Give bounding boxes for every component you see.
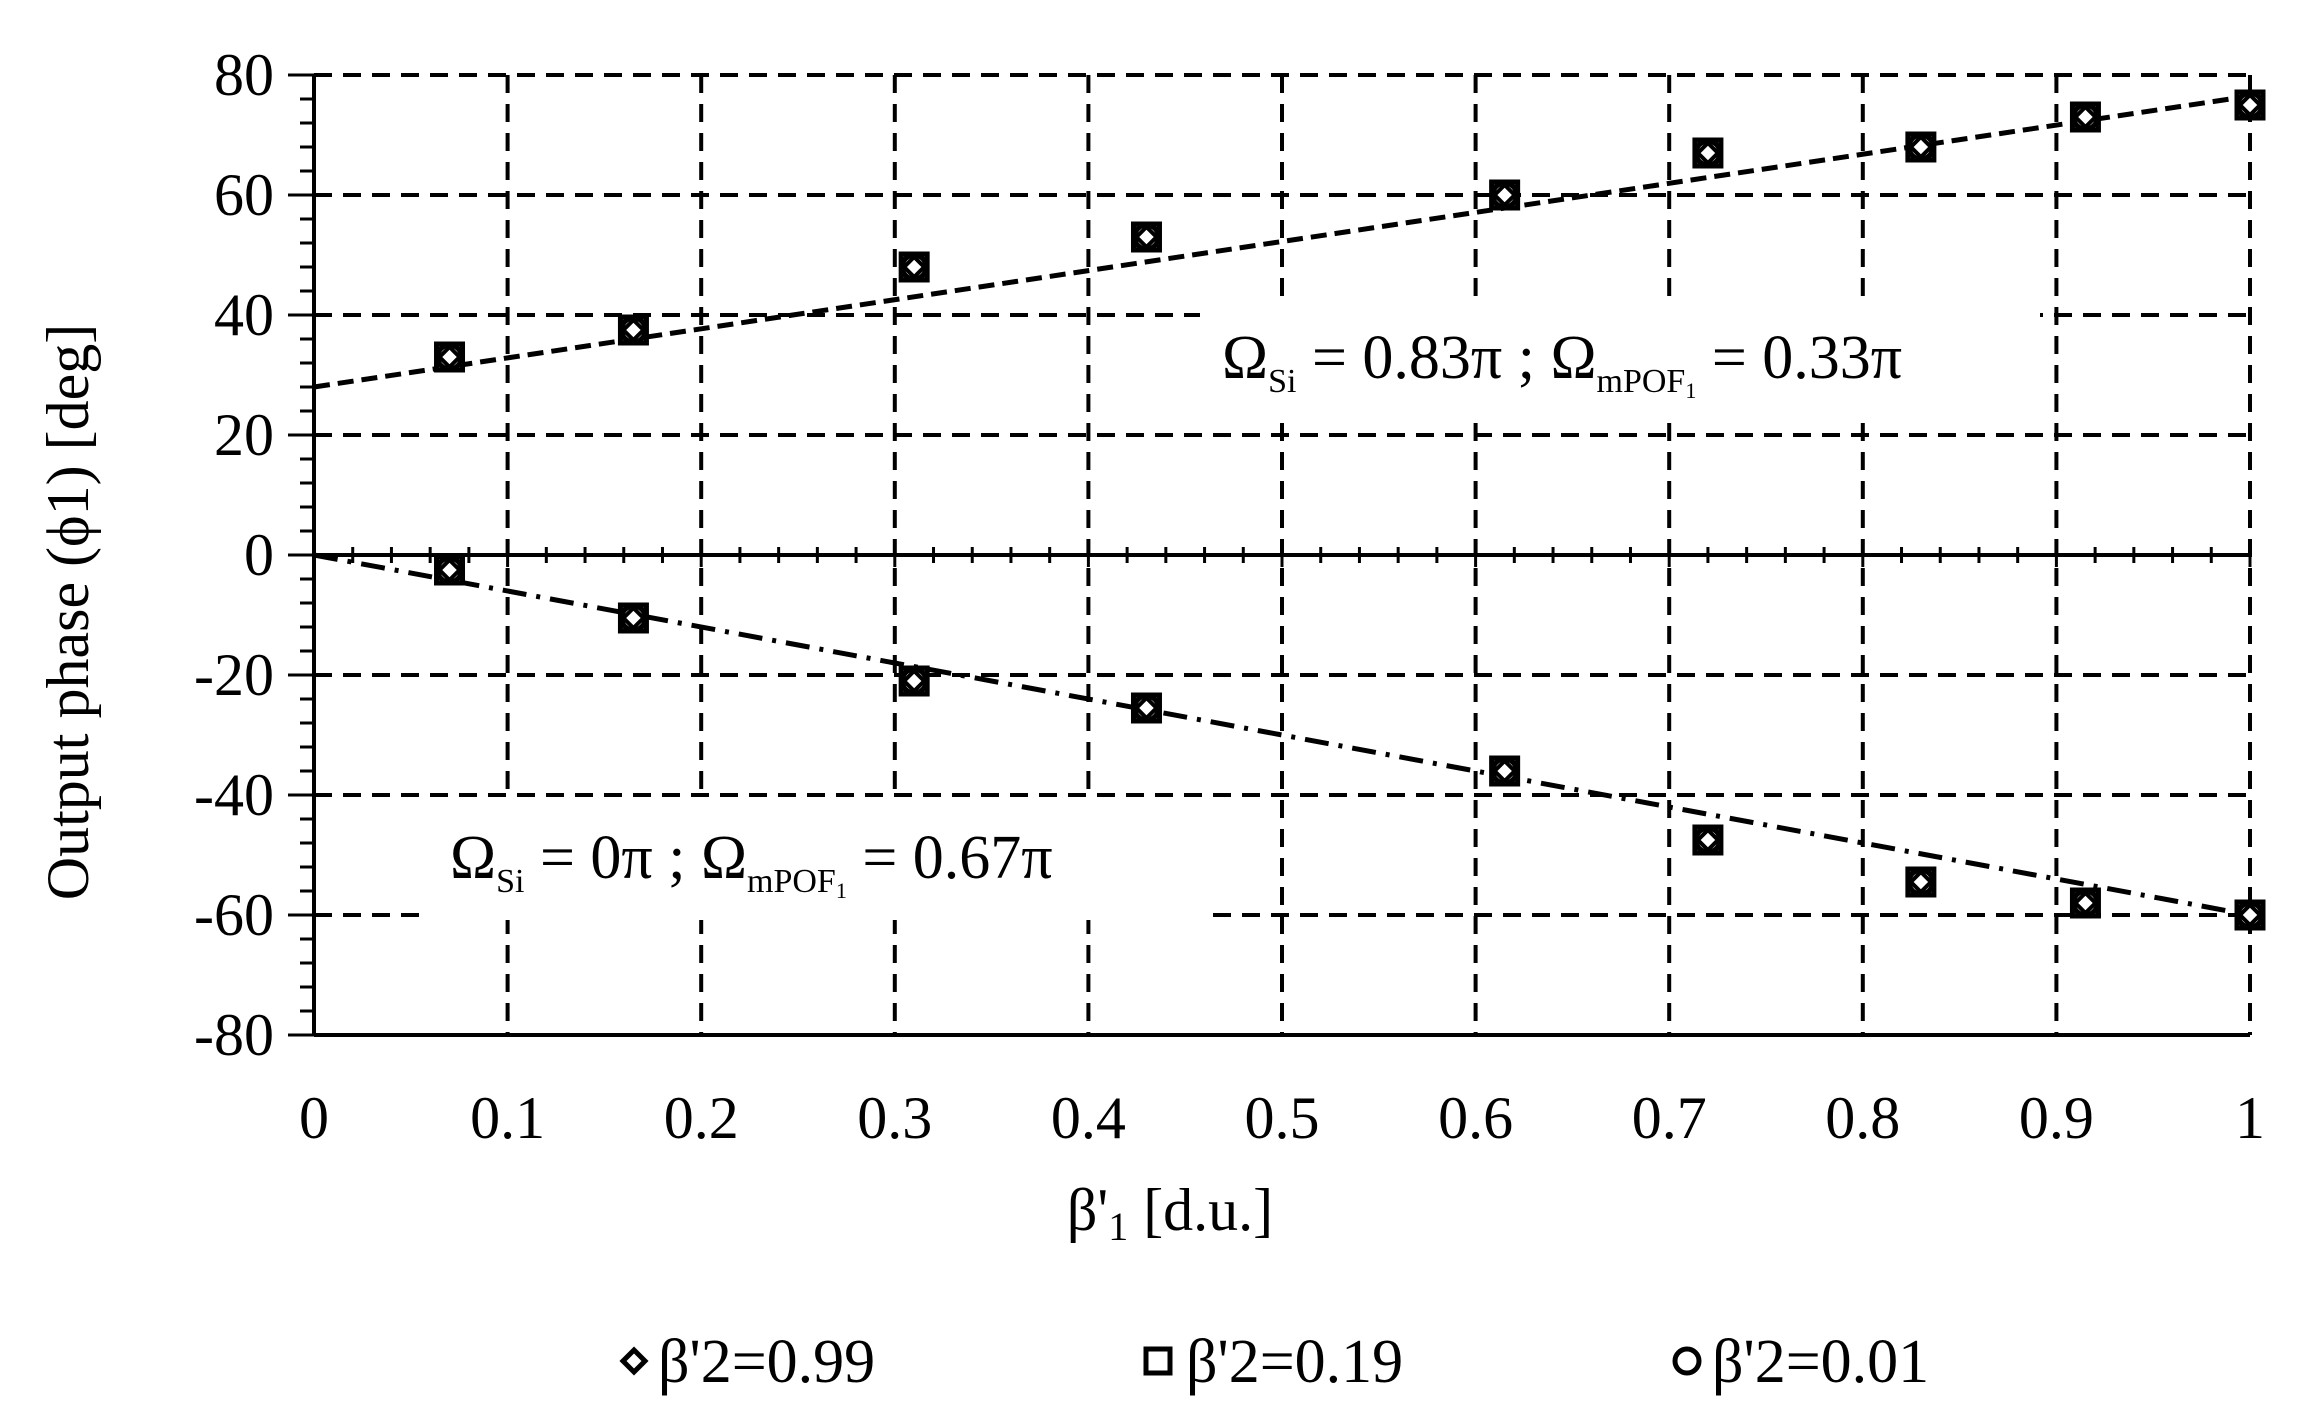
diamond-marker xyxy=(2072,890,2099,916)
lower-data-point-6 xyxy=(1905,866,1937,898)
legend-diamond-marker xyxy=(619,1346,649,1376)
y-tick-label-5: -20 xyxy=(194,642,274,708)
legend-square-marker xyxy=(1143,1346,1173,1376)
upper-data-point-6 xyxy=(1905,131,1937,163)
upper-data-point-5 xyxy=(1692,137,1724,169)
diamond-marker xyxy=(2072,104,2099,130)
x-tick-label-8: 0.8 xyxy=(1825,1085,1900,1151)
data-points xyxy=(434,89,2266,931)
x-axis-title: β'1 [d.u.] xyxy=(1067,1177,1273,1249)
legend-item-1: β'2=0.19 xyxy=(1143,1328,1403,1396)
upper-data-point-4 xyxy=(1489,179,1521,211)
diamond-marker xyxy=(901,254,927,280)
axes xyxy=(288,73,2252,1037)
annotation-upper: ΩSi = 0.83π ; ΩmPOF1 = 0.33π xyxy=(1222,324,1902,403)
y-tick-label-3: 20 xyxy=(214,402,274,468)
x-tick-label-0: 0 xyxy=(299,1085,329,1151)
y-tick-label-7: -60 xyxy=(194,882,274,948)
y-axis-title: Output phase (ϕ1) [deg] xyxy=(35,324,101,900)
lower-data-point-5 xyxy=(1692,824,1724,856)
diamond-marker xyxy=(1908,134,1934,160)
legend-label-0: β'2=0.99 xyxy=(658,1328,875,1396)
annotation-upper-bg xyxy=(1200,300,2040,420)
upper-data-point-2 xyxy=(898,251,930,283)
x-tick-label-10: 1 xyxy=(2235,1085,2265,1151)
diamond-marker xyxy=(2237,902,2263,928)
diamond-marker xyxy=(436,344,463,370)
y-tick-label-6: -40 xyxy=(194,762,274,828)
diamond-marker xyxy=(1695,827,1721,853)
legend-item-2: β'2=0.01 xyxy=(1672,1328,1929,1396)
upper-data-point-3 xyxy=(1130,221,1162,253)
x-tick-label-9: 0.9 xyxy=(2019,1085,2094,1151)
y-tick-label-2: 40 xyxy=(214,282,274,348)
annotation-lower-bg xyxy=(430,800,1205,920)
y-tick-label-0: 80 xyxy=(214,42,274,108)
upper-data-point-1 xyxy=(617,314,649,346)
x-tick-label-2: 0.2 xyxy=(664,1085,739,1151)
x-tick-label-6: 0.6 xyxy=(1438,1085,1513,1151)
diamond-marker xyxy=(2237,92,2263,118)
trendlines xyxy=(313,93,2251,918)
upper-data-point-8 xyxy=(2234,89,2266,121)
diamond-marker xyxy=(901,668,927,694)
diamond-marker xyxy=(1695,140,1721,166)
lower-data-point-3 xyxy=(1130,692,1162,724)
annotation-lower: ΩSi = 0π ; ΩmPOF1 = 0.67π xyxy=(450,824,1053,903)
diamond-marker xyxy=(1908,869,1934,895)
legend-label-1: β'2=0.19 xyxy=(1186,1328,1403,1396)
lower-data-point-7 xyxy=(2069,887,2101,919)
y-tick-label-1: 60 xyxy=(214,162,274,228)
diamond-marker xyxy=(1491,182,1518,208)
diamond-marker xyxy=(436,557,463,583)
x-tick-label-4: 0.4 xyxy=(1051,1085,1126,1151)
x-tick-label-1: 0.1 xyxy=(470,1085,545,1151)
legend-circle-marker xyxy=(1672,1346,1702,1376)
x-tick-label-7: 0.7 xyxy=(1632,1085,1707,1151)
x-tick-label-3: 0.3 xyxy=(857,1085,932,1151)
lower-data-point-2 xyxy=(898,665,930,697)
diamond-marker xyxy=(620,605,647,631)
diamond-marker xyxy=(1133,224,1160,250)
diamond-marker xyxy=(1491,758,1518,784)
upper-data-point-0 xyxy=(434,341,466,373)
lower-data-point-0 xyxy=(434,554,466,586)
lower-data-point-8 xyxy=(2234,899,2266,931)
lower-data-point-4 xyxy=(1489,755,1521,787)
legend-item-0: β'2=0.99 xyxy=(619,1328,875,1396)
upper-data-point-7 xyxy=(2069,101,2101,133)
lower-trendline xyxy=(313,552,2251,918)
y-tick-label-8: -80 xyxy=(194,1002,274,1068)
tick-labels: 0 0.1 0.2 0.3 0.4 0.5 0.6 0.7 0.8 0.9 1 80 60 40 20 0 -2… xyxy=(194,42,2265,1151)
legend-label-2: β'2=0.01 xyxy=(1712,1328,1929,1396)
lower-data-point-1 xyxy=(617,602,649,634)
x-tick-label-5: 0.5 xyxy=(1245,1085,1320,1151)
diamond-marker xyxy=(620,317,647,343)
legend: β'2=0.99 β'2=0.19 β'2=0.01 xyxy=(619,1328,1929,1396)
diamond-marker xyxy=(1133,695,1160,721)
y-tick-label-4: 0 xyxy=(244,522,274,588)
